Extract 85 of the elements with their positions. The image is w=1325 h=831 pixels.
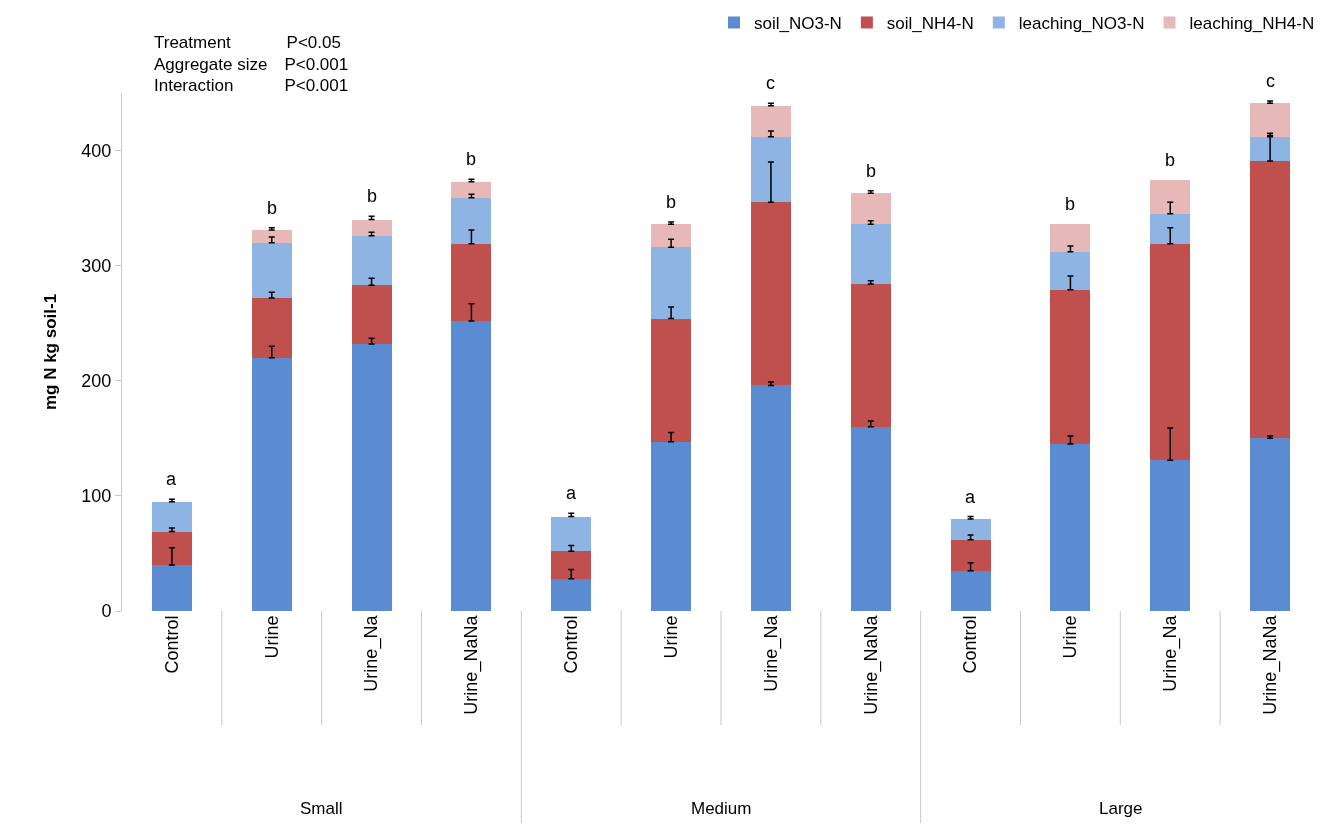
annotation: b [466, 149, 477, 169]
bar [1150, 180, 1191, 214]
bar [651, 247, 692, 319]
bar [351, 343, 392, 611]
bar [451, 181, 492, 198]
annotation: Interaction P<0.001 [154, 76, 349, 95]
bar [1150, 213, 1191, 244]
bar [351, 285, 392, 344]
x-tick-label: Control [960, 615, 981, 674]
bar [251, 229, 292, 243]
text: Aggregate size P<0.001 [154, 55, 349, 74]
bar [1050, 289, 1091, 445]
text: c [1266, 71, 1275, 91]
bar [750, 105, 791, 137]
text: c [766, 73, 775, 93]
x-tick-label: Urine_Na [760, 614, 782, 692]
annotation: b [866, 161, 877, 181]
text: Large [1099, 799, 1143, 818]
bar [151, 501, 192, 532]
bar [651, 224, 692, 248]
annotation: b [666, 192, 677, 212]
y-tick-label: 400 [81, 140, 112, 161]
x-tick-label: Control [161, 615, 182, 674]
x-tick-label: Urine [1060, 615, 1081, 659]
bar [251, 297, 292, 358]
bar [151, 531, 192, 565]
bar [750, 202, 791, 386]
bar [551, 551, 592, 579]
bar [950, 570, 991, 611]
y-tick-label: 200 [81, 371, 112, 392]
y-tick-label: 0 [101, 601, 112, 622]
x-tick-label: Urine_NaNa [1259, 614, 1281, 715]
bar [351, 219, 392, 236]
bar [651, 441, 692, 611]
bar [551, 578, 592, 611]
bar [1050, 224, 1091, 252]
bar [351, 235, 392, 286]
bar [151, 564, 192, 611]
x-tick-label: Urine [660, 615, 681, 659]
annotation: a [166, 469, 177, 489]
bar [850, 193, 891, 225]
bar [1050, 251, 1091, 290]
bar [1250, 103, 1291, 137]
annotation: a [965, 487, 976, 507]
annotation: a [566, 483, 577, 503]
annotation: b [367, 186, 378, 206]
bar [850, 224, 891, 285]
x-tick-label: Urine_NaNa [461, 614, 483, 715]
legend-label: soil_NO3-N [754, 14, 842, 34]
bar [950, 518, 991, 540]
bar [1250, 160, 1291, 439]
x-tick-label: Urine_NaNa [860, 614, 882, 715]
x-tick-label: Urine_Na [361, 614, 383, 692]
bar [251, 357, 292, 611]
x-tick-label: Urine_Na [1160, 614, 1182, 692]
bar [850, 426, 891, 611]
y-axis-title: mg N kg soil-1 [40, 293, 60, 411]
bar [1250, 438, 1291, 611]
x-tick-label: Urine [261, 615, 282, 659]
text: Medium [691, 799, 752, 818]
bar [1050, 444, 1091, 611]
annotation: b [267, 198, 278, 218]
annotation: b [1165, 150, 1176, 170]
bar [750, 385, 791, 611]
bar [750, 136, 791, 203]
bar [1150, 460, 1191, 611]
y-tick-label: 300 [81, 255, 112, 276]
legend-label: leaching_NH4-N [1189, 14, 1315, 34]
x-tick-label: Control [561, 615, 582, 674]
text: Small [300, 799, 343, 818]
bar [551, 516, 592, 552]
bar [850, 284, 891, 427]
text: Treatment P<0.05 [154, 33, 341, 52]
bar [451, 197, 492, 244]
bar [451, 320, 492, 611]
bar [1150, 243, 1191, 461]
bar [251, 242, 292, 298]
legend-label: leaching_NO3-N [1018, 14, 1145, 34]
bar [1250, 136, 1291, 161]
bar [651, 318, 692, 442]
bar [451, 243, 492, 321]
annotation: b [1065, 194, 1076, 214]
bar [950, 539, 991, 571]
legend-label: soil_NH4-N [886, 14, 974, 34]
y-tick-label: 100 [81, 486, 112, 507]
